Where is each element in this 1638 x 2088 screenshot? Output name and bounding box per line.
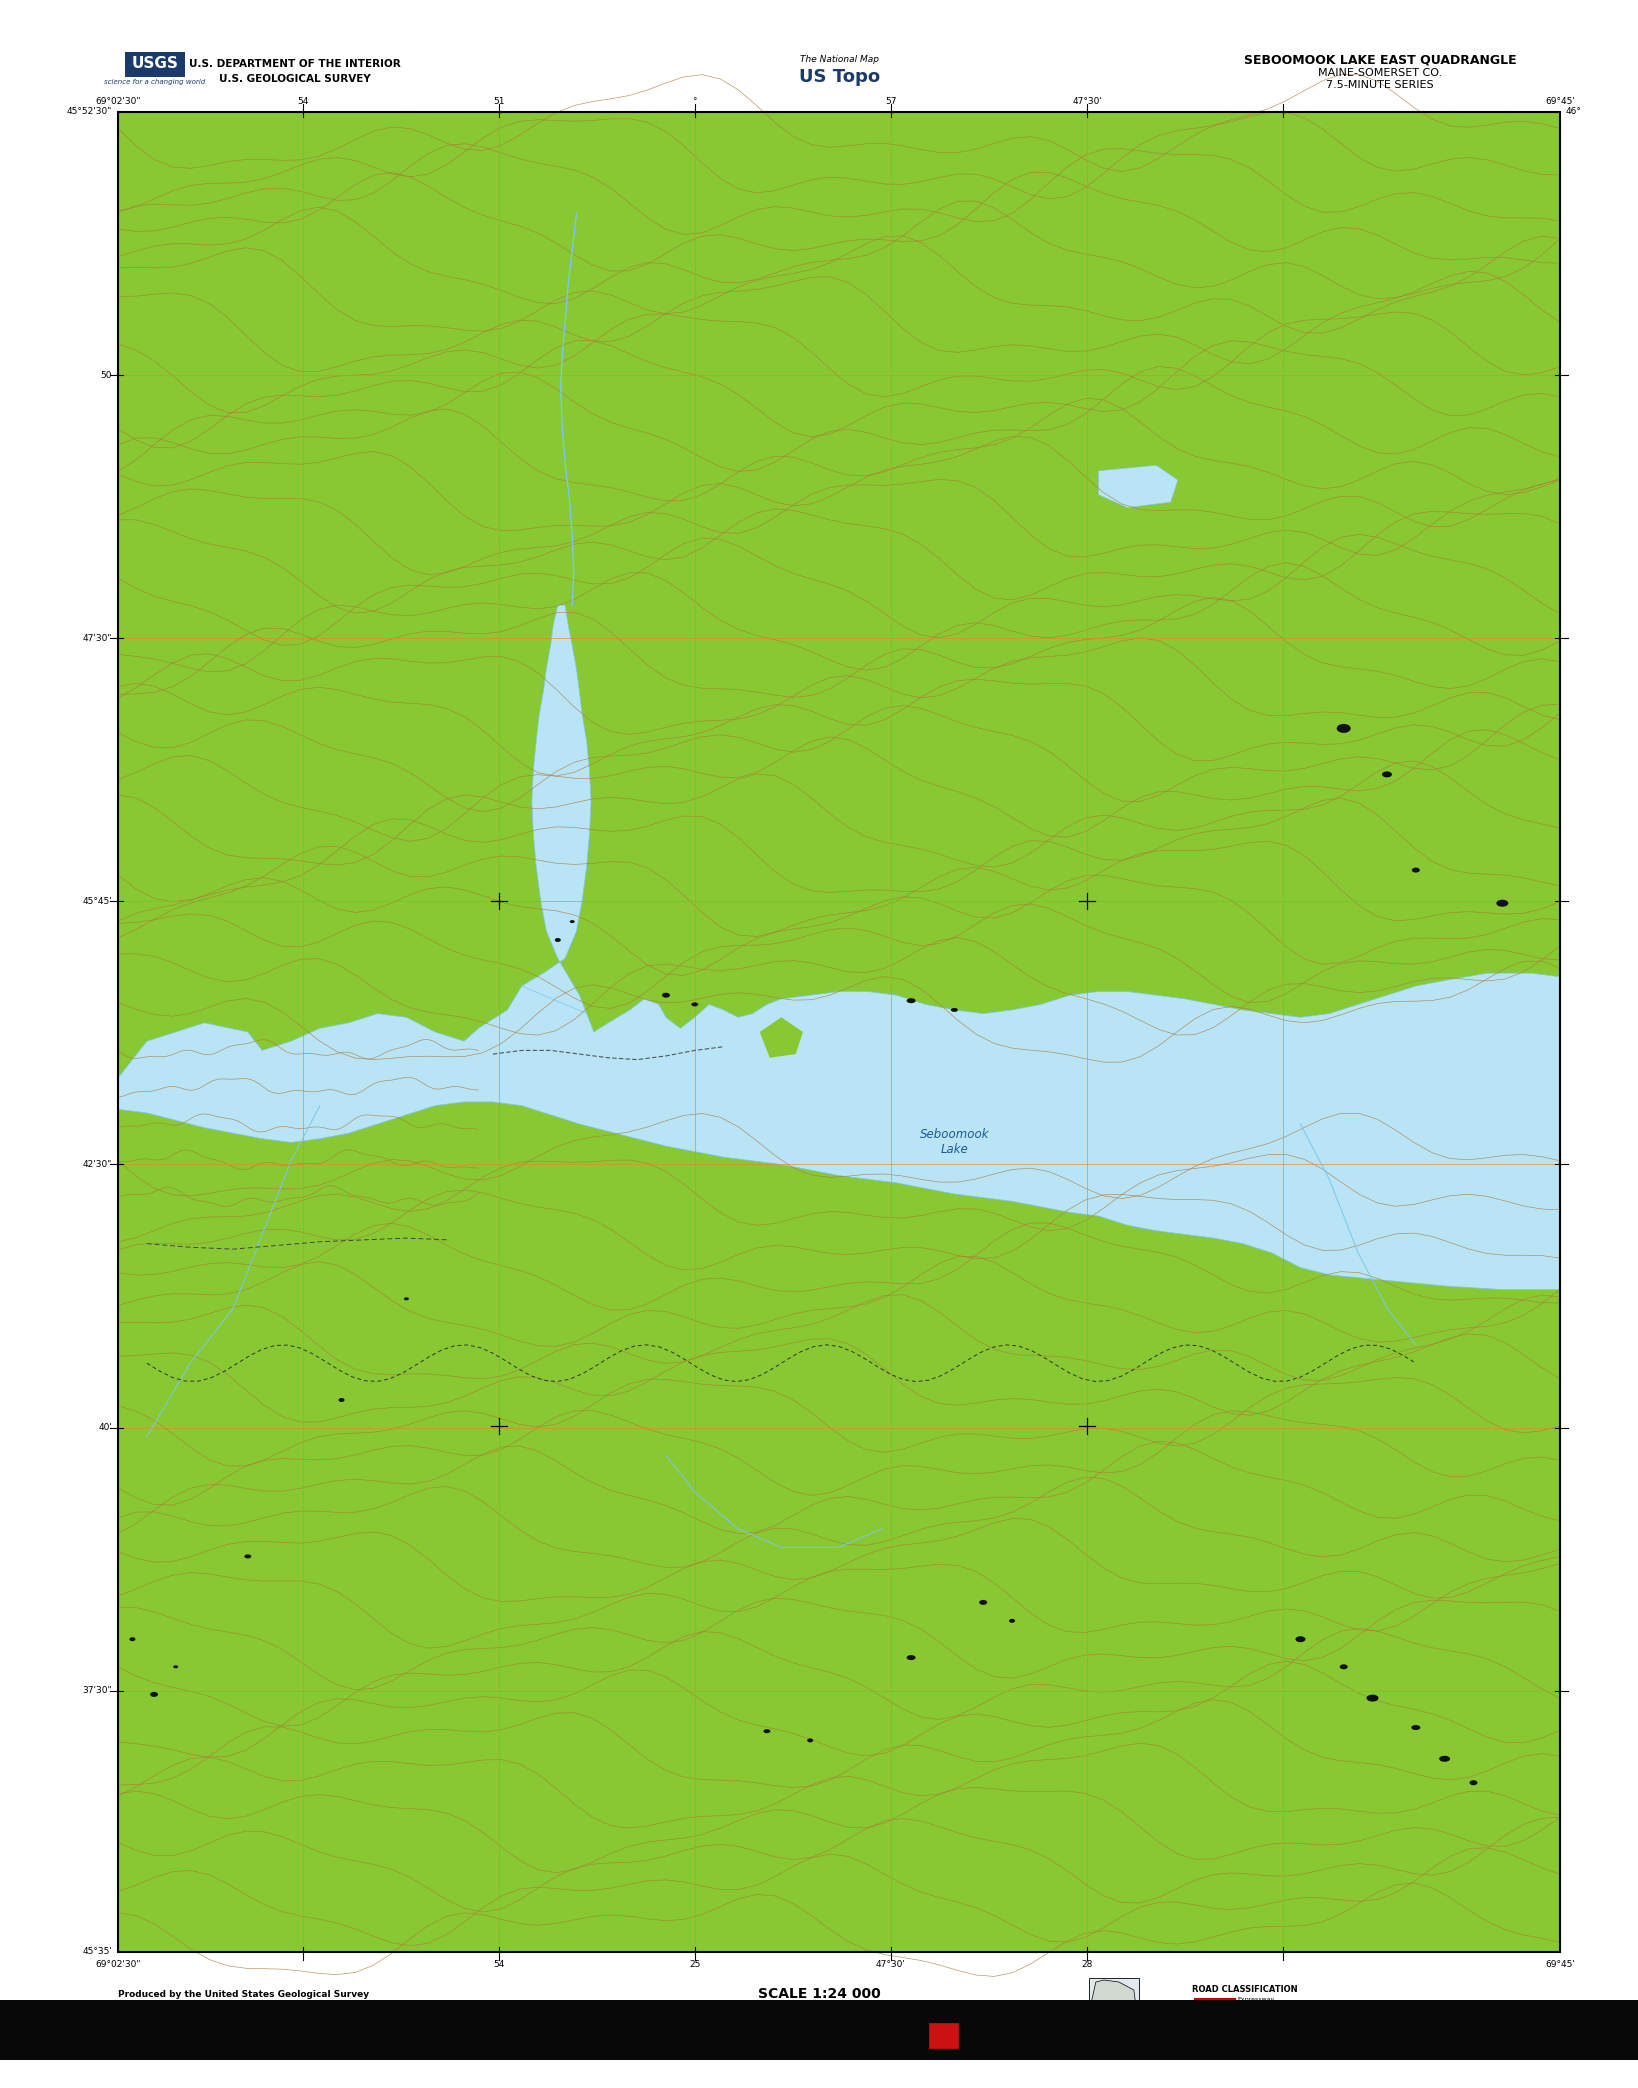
Text: U.S. GEOLOGICAL SURVEY: U.S. GEOLOGICAL SURVEY (219, 73, 370, 84)
Text: 25: 25 (690, 1961, 701, 1969)
Text: 54: 54 (493, 1961, 505, 1969)
Text: 69°45': 69°45' (1545, 96, 1576, 106)
Ellipse shape (555, 938, 560, 942)
Text: Secondary Hwy: Secondary Hwy (1237, 2007, 1286, 2013)
Ellipse shape (1296, 1637, 1305, 1641)
Ellipse shape (339, 1399, 344, 1401)
Text: Ramp: Ramp (1237, 2019, 1255, 2023)
Ellipse shape (174, 1666, 179, 1668)
Text: 46°: 46° (1566, 106, 1582, 117)
Ellipse shape (980, 1599, 988, 1606)
Text: 45°35': 45°35' (82, 1948, 111, 1956)
Bar (886, 2011, 953, 2019)
Ellipse shape (1009, 1618, 1016, 1622)
Text: Seboomook
Lake: Seboomook Lake (919, 1128, 989, 1157)
Text: SCALE 1:24 000: SCALE 1:24 000 (758, 1988, 880, 2000)
Text: USGS: USGS (131, 56, 179, 71)
Text: 69°02'30": 69°02'30" (95, 96, 141, 106)
Text: ROAD CLASSIFICATION: ROAD CLASSIFICATION (1192, 1986, 1297, 1994)
Text: Produced by the United States Geological Survey: Produced by the United States Geological… (118, 1990, 369, 1998)
Text: US Topo: US Topo (799, 69, 881, 86)
Bar (953, 2011, 1022, 2019)
Text: 28: 28 (1081, 1961, 1093, 1969)
Text: U.S. DEPARTMENT OF THE INTERIOR: U.S. DEPARTMENT OF THE INTERIOR (188, 58, 401, 69)
Bar (124, 52, 185, 77)
Ellipse shape (1412, 1725, 1420, 1731)
Text: 69°02'30": 69°02'30" (95, 1961, 141, 1969)
Ellipse shape (1337, 725, 1351, 733)
Bar (118, 113, 1559, 1952)
Text: The National Map: The National Map (801, 56, 880, 65)
Polygon shape (118, 973, 1559, 1290)
Text: 69°45': 69°45' (1545, 1961, 1576, 1969)
Ellipse shape (151, 1691, 157, 1698)
Ellipse shape (1469, 1781, 1477, 1785)
Polygon shape (1099, 466, 1178, 507)
Ellipse shape (906, 998, 916, 1002)
Polygon shape (1093, 1979, 1135, 2038)
Ellipse shape (129, 1637, 136, 1641)
Ellipse shape (763, 1729, 770, 1733)
Bar (752, 2011, 819, 2019)
Text: 47'30": 47'30" (82, 635, 111, 643)
Ellipse shape (906, 1656, 916, 1660)
Polygon shape (760, 1017, 803, 1059)
Text: Interchange Pt Route: Interchange Pt Route (1237, 2030, 1304, 2034)
Ellipse shape (808, 1739, 812, 1741)
Bar (929, 2023, 958, 2048)
Text: 40': 40' (98, 1424, 111, 1432)
Ellipse shape (952, 1009, 958, 1013)
Text: Expressway: Expressway (1237, 1996, 1274, 2002)
Ellipse shape (662, 992, 670, 998)
Text: °: ° (693, 96, 698, 106)
Text: 47°30': 47°30' (876, 1961, 906, 1969)
Circle shape (1106, 2013, 1112, 2017)
Ellipse shape (244, 1553, 251, 1558)
Bar (549, 2011, 616, 2019)
Bar (685, 2011, 752, 2019)
Text: 57: 57 (885, 96, 896, 106)
Text: science for a changing world: science for a changing world (105, 79, 206, 86)
Ellipse shape (1382, 770, 1392, 777)
Text: USGS: USGS (124, 54, 185, 73)
Text: SEBOOMOOK LAKE EAST QUADRANGLE: SEBOOMOOK LAKE EAST QUADRANGLE (1243, 54, 1517, 67)
Bar (616, 2011, 685, 2019)
Ellipse shape (1366, 1695, 1379, 1702)
Bar (118, 113, 1559, 1952)
Ellipse shape (1412, 869, 1420, 873)
Ellipse shape (1340, 1664, 1348, 1668)
Ellipse shape (1497, 900, 1509, 906)
Text: 45°52'30": 45°52'30" (67, 106, 111, 117)
Text: MAINE-SOMERSET CO.: MAINE-SOMERSET CO. (1319, 69, 1441, 77)
Text: 51: 51 (493, 96, 505, 106)
Bar (819, 2011, 886, 2019)
Text: 42'30": 42'30" (82, 1161, 111, 1169)
Ellipse shape (691, 1002, 698, 1006)
Bar (1089, 1977, 1138, 2042)
Polygon shape (523, 606, 591, 1013)
Text: 54: 54 (296, 96, 308, 106)
Text: 37'30": 37'30" (82, 1687, 111, 1695)
Ellipse shape (570, 921, 575, 923)
Ellipse shape (405, 1297, 410, 1301)
Text: 45°45': 45°45' (82, 898, 111, 906)
Ellipse shape (1440, 1756, 1450, 1762)
Text: 50: 50 (100, 372, 111, 380)
Bar (0, 2000, 1638, 2061)
Text: 47°30': 47°30' (1073, 96, 1102, 106)
Text: 7.5-MINUTE SERIES: 7.5-MINUTE SERIES (1327, 79, 1433, 90)
Text: North American Datum of 1983 (NAD83): North American Datum of 1983 (NAD83) (118, 2002, 246, 2009)
Bar (1022, 2011, 1089, 2019)
